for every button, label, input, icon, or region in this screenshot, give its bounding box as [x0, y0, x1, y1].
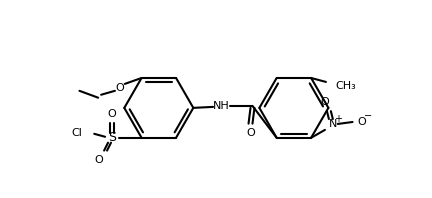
- Text: NH: NH: [213, 101, 229, 111]
- Text: S: S: [108, 131, 116, 144]
- Text: O: O: [115, 83, 124, 93]
- Text: O: O: [246, 128, 255, 138]
- Text: O: O: [95, 155, 104, 166]
- Text: O: O: [358, 117, 366, 127]
- Text: N: N: [329, 119, 337, 129]
- Text: CH₃: CH₃: [336, 81, 356, 91]
- Text: O: O: [108, 109, 116, 119]
- Text: −: −: [364, 111, 372, 121]
- Text: Cl: Cl: [72, 128, 83, 138]
- Text: O: O: [321, 97, 329, 107]
- Text: +: +: [334, 114, 342, 124]
